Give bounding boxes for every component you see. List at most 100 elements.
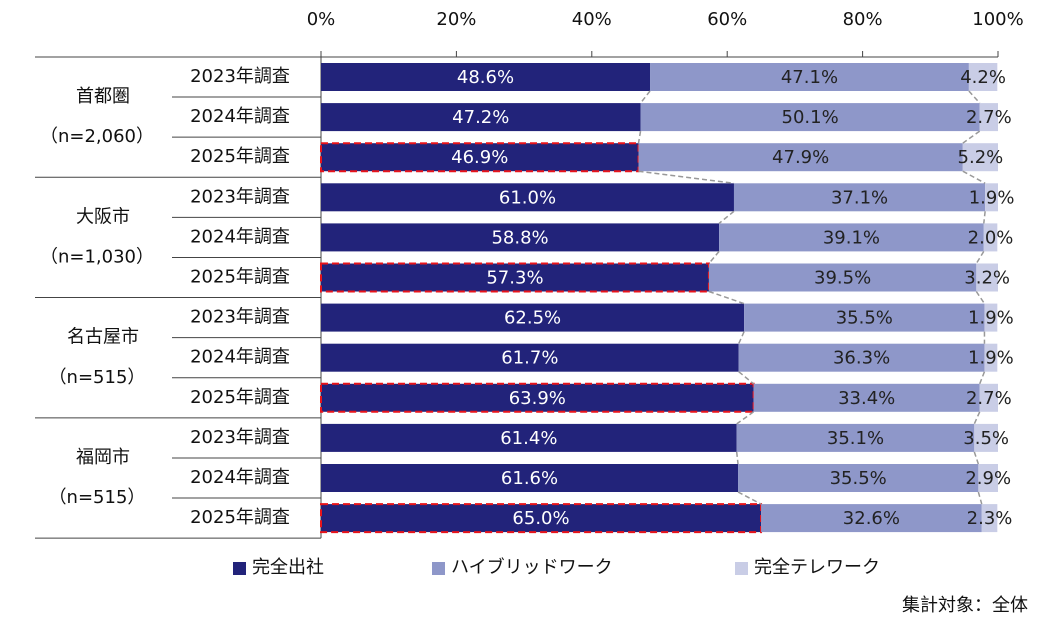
value-label: 2.0% [968, 227, 1014, 248]
value-label: 46.9% [451, 147, 508, 168]
x-tick-label: 40% [572, 9, 612, 30]
value-label: 62.5% [504, 308, 561, 329]
bar-segment [321, 423, 737, 452]
value-label: 61.4% [500, 428, 557, 449]
value-label: 4.2% [960, 67, 1006, 88]
value-label: 35.5% [830, 468, 887, 489]
value-label: 39.5% [814, 268, 871, 289]
legend-swatch [233, 562, 246, 575]
value-label: 50.1% [782, 107, 839, 128]
y-tick-label: 2024年調査 [190, 106, 290, 127]
connector [708, 250, 720, 264]
bar-segment [650, 63, 969, 91]
value-label: 2.7% [966, 388, 1012, 409]
value-label: 47.2% [452, 107, 509, 128]
bar-segment [761, 504, 982, 533]
bar-segment [979, 383, 998, 412]
group-label: 名古屋市 [67, 327, 139, 348]
connector [962, 130, 981, 144]
legend-swatch [432, 562, 445, 575]
group-label: 大阪市 [76, 206, 130, 227]
value-label: 36.3% [833, 348, 890, 369]
bar-segment [708, 263, 977, 292]
x-tick-label: 80% [843, 9, 883, 30]
y-tick-label: 2025年調査 [190, 387, 290, 408]
bar-segment [321, 263, 709, 292]
value-label: 58.8% [491, 227, 548, 248]
y-tick-label: 2023年調査 [190, 427, 290, 448]
bar-segment [733, 183, 986, 212]
y-tick-label: 2023年調査 [190, 186, 290, 207]
y-tick-label: 2025年調査 [190, 146, 290, 167]
legend-swatch [735, 562, 748, 575]
connector [968, 90, 981, 104]
connector [737, 491, 762, 505]
value-label: 1.9% [968, 348, 1014, 369]
value-label: 61.6% [501, 468, 558, 489]
value-label: 47.9% [772, 147, 829, 168]
bar-segment [968, 63, 998, 91]
bar-segment [983, 223, 998, 252]
value-label: 2.7% [966, 107, 1012, 128]
connector [977, 491, 983, 505]
value-label: 35.5% [836, 308, 893, 329]
y-tick-label: 2024年調査 [190, 226, 290, 247]
value-label: 39.1% [823, 227, 880, 248]
value-label: 61.0% [499, 187, 556, 208]
group-note: （n=2,060） [40, 126, 154, 147]
connector [708, 290, 745, 305]
connector [962, 170, 986, 184]
value-label: 1.9% [969, 187, 1015, 208]
bar-segment [321, 63, 651, 91]
value-label: 5.2% [958, 147, 1004, 168]
bar-segment [719, 223, 984, 252]
bar-segment [984, 343, 998, 372]
bar-segment [738, 343, 985, 372]
bar-segment [321, 464, 739, 492]
bar-segment [978, 464, 998, 492]
value-label: 61.7% [501, 348, 558, 369]
bar-segment [974, 423, 998, 452]
connector [736, 411, 755, 425]
connector [638, 170, 735, 185]
value-label: 3.5% [963, 428, 1009, 449]
connector [983, 211, 986, 224]
connector [973, 411, 981, 425]
connector [738, 371, 755, 385]
bar-segment [321, 103, 641, 132]
y-tick-label: 2025年調査 [190, 267, 290, 288]
bar-segment [321, 383, 754, 412]
connector [735, 451, 739, 465]
bar-segment [638, 143, 963, 172]
bar-segment [984, 303, 998, 332]
value-label: 63.9% [509, 388, 566, 409]
bar-segment [321, 223, 720, 252]
group-label: 福岡市 [76, 447, 130, 468]
bar-segment [640, 103, 980, 132]
bar-segment [962, 143, 998, 172]
value-label: 65.0% [512, 508, 569, 529]
value-label: 57.3% [486, 268, 543, 289]
bar-segment [744, 303, 985, 332]
bar-segment [321, 143, 639, 172]
note: 集計対象：全体 [902, 595, 1028, 616]
connector [738, 331, 745, 345]
connector [973, 451, 980, 465]
value-label: 32.6% [843, 508, 900, 529]
x-tick-label: 60% [707, 9, 747, 30]
value-label: 35.1% [827, 428, 884, 449]
connector [975, 251, 985, 264]
value-label: 48.6% [457, 67, 514, 88]
bar-segment [981, 504, 998, 533]
legend-label: ハイブリッドワーク [451, 556, 613, 578]
bar-segment [321, 504, 762, 533]
connector [979, 371, 986, 385]
y-tick-label: 2025年調査 [190, 507, 290, 528]
value-label: 3.2% [964, 268, 1010, 289]
group-label: 首都圏 [76, 86, 130, 107]
x-tick-label: 100% [972, 9, 1023, 30]
connector [718, 210, 735, 224]
bar-segment [738, 464, 979, 492]
connector [637, 130, 642, 144]
